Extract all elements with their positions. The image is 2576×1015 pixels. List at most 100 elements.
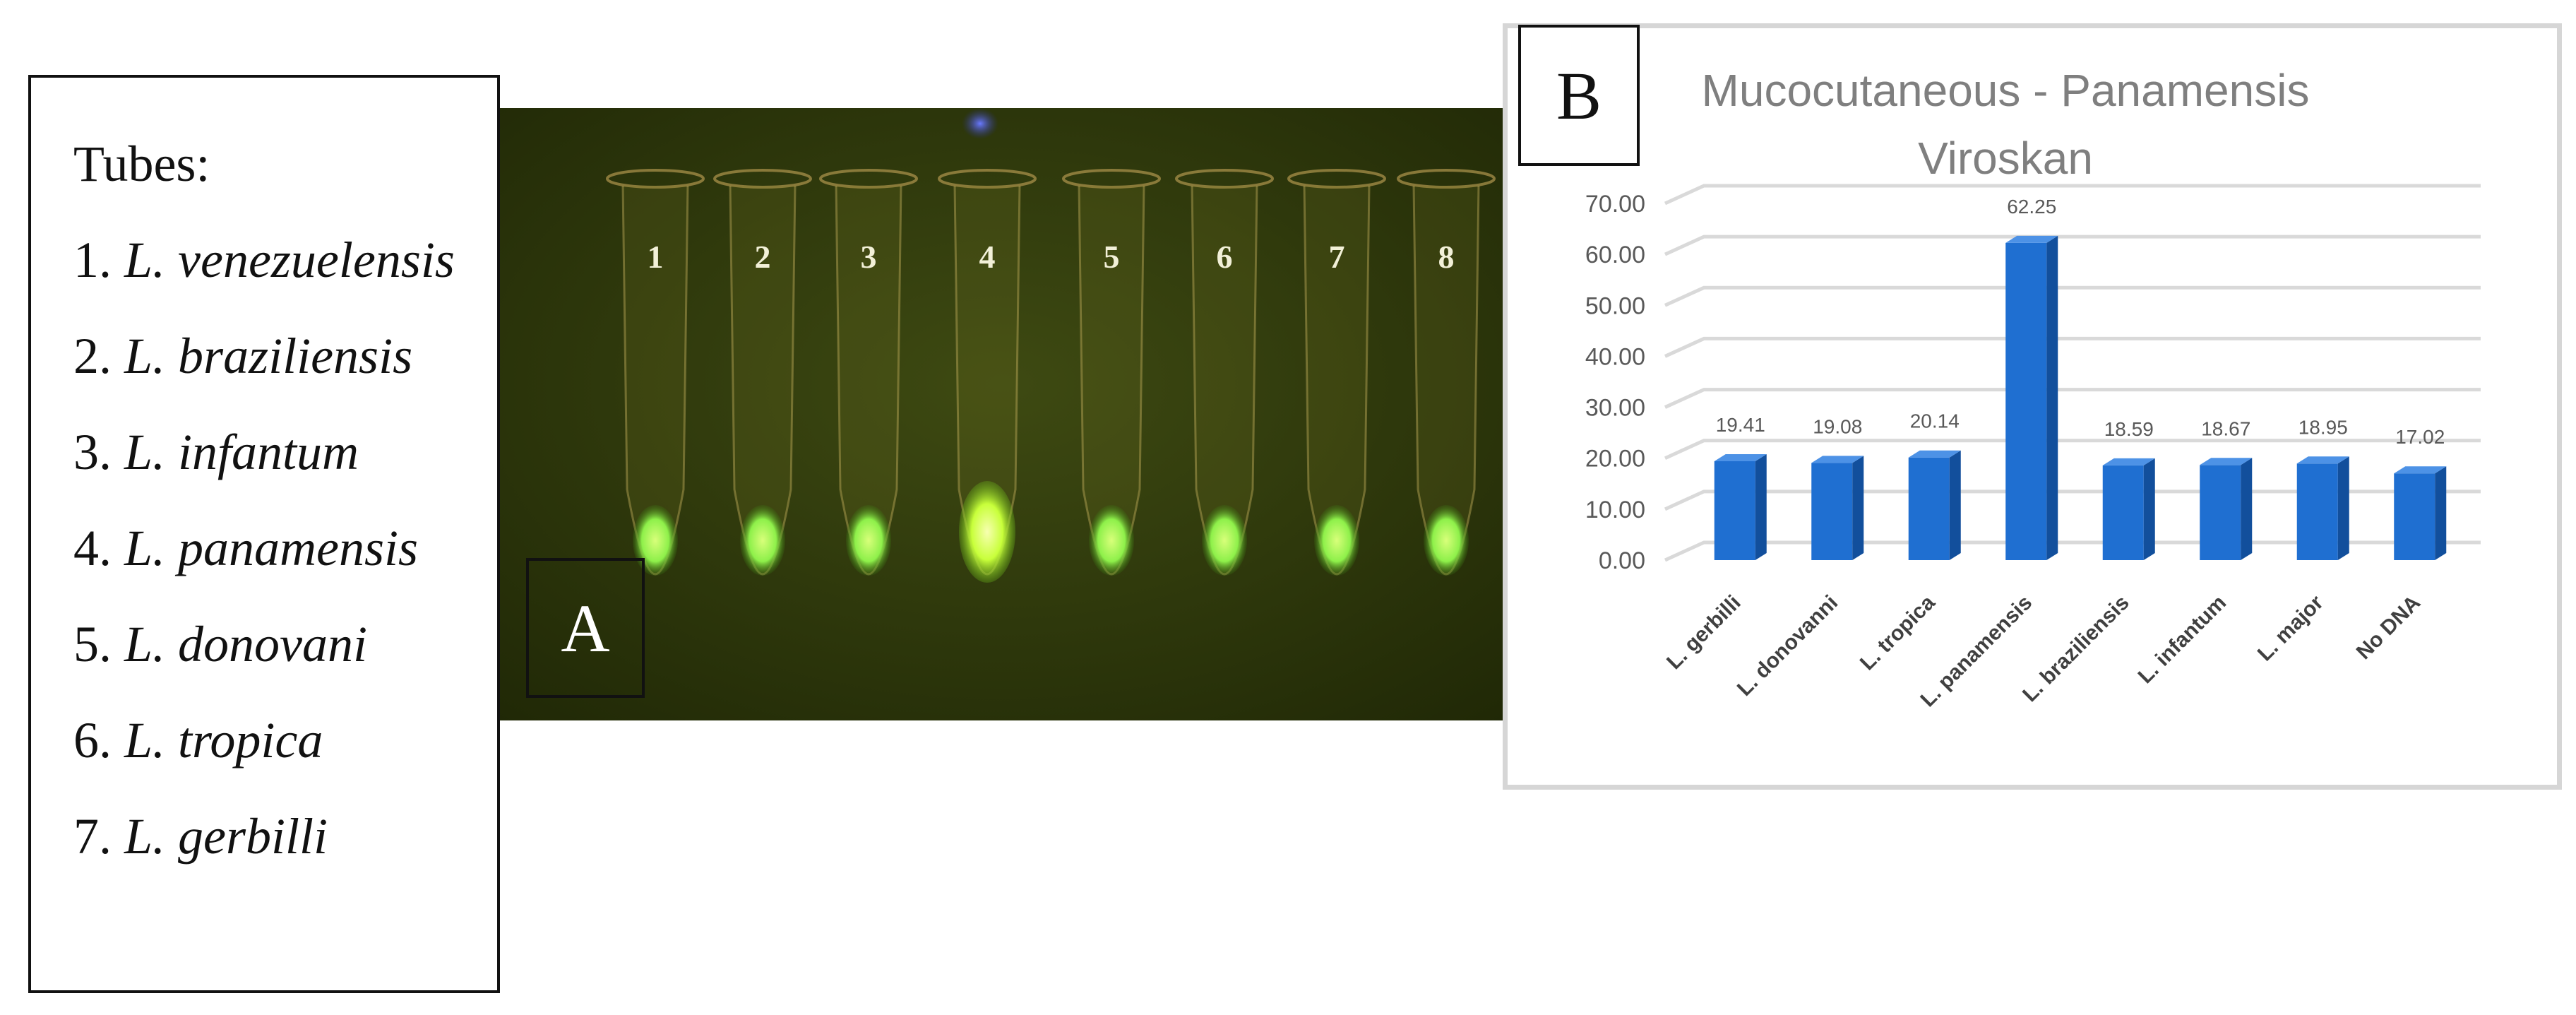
photo-background	[500, 108, 1503, 720]
legend-item-species: L. tropica	[124, 712, 323, 768]
tube-number-label: 4	[979, 239, 996, 275]
tube-rim	[938, 169, 1037, 189]
category-label: L. donovanni	[1733, 591, 1842, 701]
tube-fluorescence	[1314, 505, 1359, 576]
legend-item: 3. L. infantum	[73, 404, 497, 500]
legend-item-number: 4.	[73, 520, 112, 576]
tube-rim	[1287, 169, 1386, 189]
tube-number-label: 6	[1217, 239, 1233, 275]
legend-item: 2. L. braziliensis	[73, 308, 497, 404]
tube-photo-drawing: 1 2 3 4 5 6 7 8	[500, 108, 1503, 720]
bar-front	[2200, 465, 2241, 560]
bar-chart: 0.00 10.00 20.00 30.00 40.00 50.00 60.00 70.00 1…	[1585, 184, 2481, 711]
tube-rim	[1175, 169, 1274, 189]
tube-rim	[606, 169, 705, 189]
bar-l-infantum	[2200, 458, 2253, 560]
y-tick-label: 20.00	[1585, 446, 1645, 473]
bar-top	[1811, 456, 1864, 463]
gridline	[1664, 235, 2481, 256]
bar-top	[2102, 458, 2155, 465]
gridline	[1664, 439, 2481, 460]
bar-top	[2200, 458, 2253, 465]
bar-top	[1714, 453, 1767, 461]
chart-title-line2: Viroskan	[1918, 133, 2093, 184]
category-label: L. infantum	[2134, 591, 2231, 689]
bar-side	[2241, 458, 2253, 560]
tube-rim	[1062, 169, 1161, 189]
tube-fluorescence	[740, 505, 785, 576]
bar-front	[2296, 463, 2338, 560]
bar-front	[2102, 465, 2144, 560]
chart-title-line1: Mucocutaneous - Panamensis	[1701, 65, 2310, 116]
data-label: 18.95	[2298, 416, 2348, 438]
y-tick-label: 50.00	[1585, 292, 1645, 319]
gridline	[1664, 285, 2481, 307]
bar-side	[2046, 235, 2058, 560]
legend-item-number: 7.	[73, 808, 112, 865]
bar-l-gerbilli	[1714, 453, 1767, 560]
legend-item-number: 2.	[73, 328, 112, 384]
bar-front	[2005, 242, 2047, 560]
chart-title: Mucocutaneous - Panamensis Viroskan	[1645, 57, 2366, 192]
data-label: 19.41	[1716, 414, 1765, 436]
bar-side	[2143, 458, 2155, 560]
legend-item-species: L. braziliensis	[124, 328, 413, 384]
tube-fluorescence	[1424, 505, 1469, 576]
bar-l-donovanni	[1811, 456, 1864, 560]
legend-item-number: 1.	[73, 232, 112, 288]
legend-item: 5. L. donovani	[73, 596, 497, 692]
tube-5: 5	[1062, 169, 1161, 576]
data-label: 18.67	[2201, 417, 2250, 439]
legend-item: 7. L. gerbilli	[73, 788, 497, 884]
tube-number-label: 8	[1438, 239, 1455, 275]
legend-item-species: L. panamensis	[124, 520, 419, 576]
tube-fluorescence	[959, 481, 1015, 583]
y-tick-label: 10.00	[1585, 497, 1645, 523]
tube-rim	[819, 169, 918, 189]
bar-l-braziliensis	[2102, 458, 2155, 560]
tube-number-label: 1	[648, 239, 664, 275]
tube-7: 7	[1287, 169, 1386, 576]
bar-top	[2296, 456, 2349, 464]
legend-item-number: 6.	[73, 712, 112, 768]
gridline	[1664, 489, 2481, 511]
category-label: No DNA	[2352, 591, 2425, 664]
bar-side	[1949, 450, 1961, 560]
bar-front	[2394, 473, 2435, 560]
tube-rim	[713, 169, 812, 189]
data-label: 20.14	[1910, 410, 1960, 432]
tube-8: 8	[1397, 169, 1496, 576]
tube-3: 3	[819, 169, 918, 576]
bar-top	[1908, 450, 1961, 458]
y-tick-label: 30.00	[1585, 395, 1645, 422]
tube-number-label: 3	[861, 239, 877, 275]
y-tick-label: 0.00	[1599, 547, 1645, 574]
bar-top	[2394, 466, 2447, 474]
bar-top	[2005, 235, 2058, 243]
bar-front	[1714, 461, 1755, 560]
legend-item-species: L. donovani	[124, 616, 368, 672]
legend-heading: Tubes:	[73, 136, 210, 192]
category-label: L. gerbilli	[1662, 591, 1746, 675]
tube-4: 4	[938, 169, 1037, 583]
tube-6: 6	[1175, 169, 1274, 576]
tube-fluorescence	[846, 505, 891, 576]
bar-side	[2337, 456, 2349, 560]
gridline	[1664, 184, 2481, 206]
tube-number-label: 2	[755, 239, 771, 275]
bar-front	[1908, 457, 1950, 560]
data-label: 62.25	[2007, 196, 2056, 218]
gridline	[1664, 540, 2481, 562]
bar-side	[1755, 453, 1767, 560]
y-tick-label: 40.00	[1585, 343, 1645, 370]
legend-item: 4. L. panamensis	[73, 500, 497, 596]
tube-fluorescence-photo: 1 2 3 4 5 6 7 8	[500, 108, 1503, 720]
bar-l-major	[2296, 456, 2349, 560]
legend-item: 1. L. venezuelensis	[73, 212, 497, 308]
bar-side	[2435, 466, 2447, 560]
category-label: L. tropica	[1856, 590, 1940, 675]
bar-l-tropica	[1908, 450, 1961, 560]
data-label: 18.59	[2104, 418, 2154, 440]
panel-label-a: A	[526, 558, 645, 698]
panel-label-b: B	[1518, 25, 1640, 166]
